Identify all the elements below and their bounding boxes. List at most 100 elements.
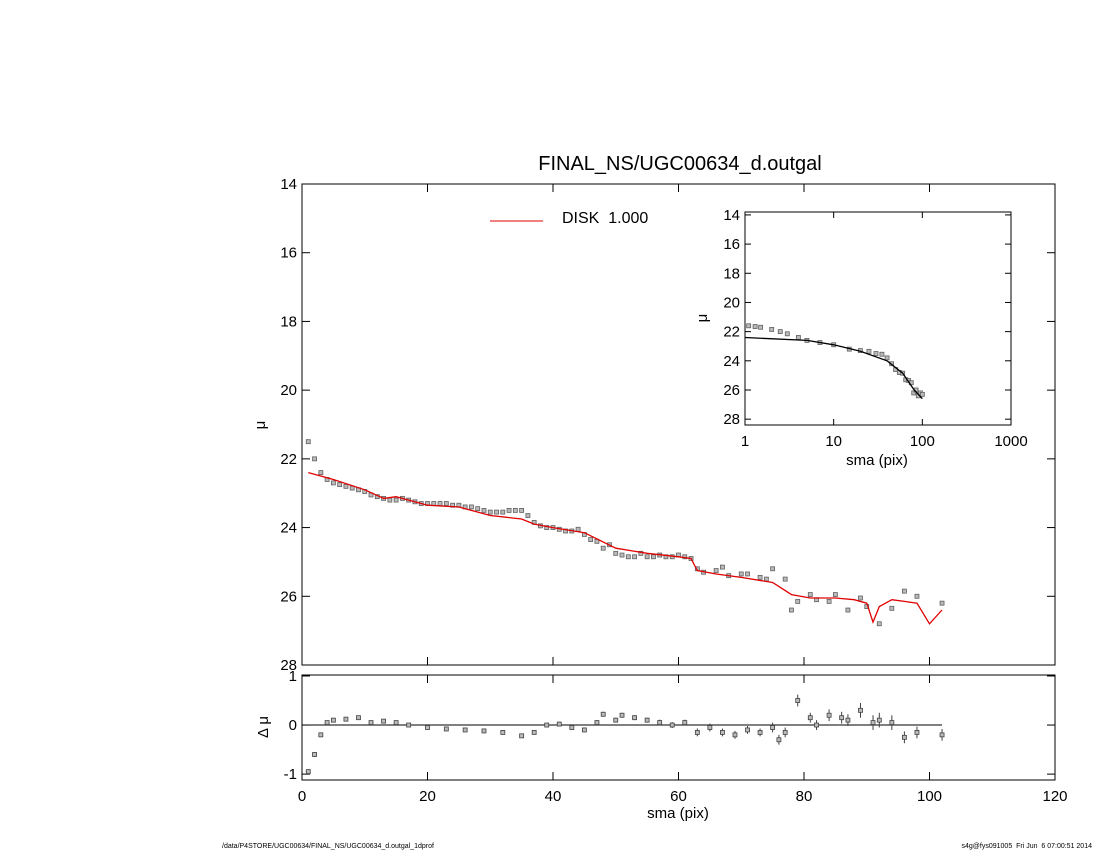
data-point xyxy=(845,607,851,613)
data-point xyxy=(644,554,650,560)
data-point xyxy=(594,720,600,725)
y-tick-label: 24 xyxy=(280,520,297,537)
data-point xyxy=(556,721,562,727)
data-point xyxy=(569,725,575,730)
data-point xyxy=(487,509,493,515)
plot-frame xyxy=(744,211,1012,426)
data-point xyxy=(939,732,945,738)
data-point xyxy=(919,391,925,397)
data-point xyxy=(858,595,863,601)
data-point xyxy=(500,730,506,735)
data-point xyxy=(481,507,487,513)
y-tick-label: 28 xyxy=(723,411,740,428)
data-point xyxy=(613,550,619,556)
data-point xyxy=(782,576,788,582)
data-point xyxy=(839,715,845,721)
model-line xyxy=(744,336,923,400)
data-point xyxy=(752,324,758,329)
y-tick-label: 16 xyxy=(280,245,297,262)
y-axis-label: μ xyxy=(252,421,269,430)
model-line xyxy=(308,471,943,625)
data-point xyxy=(632,715,637,721)
y-tick-label: 18 xyxy=(280,313,297,330)
data-point xyxy=(475,506,481,512)
data-point xyxy=(651,554,656,560)
data-point xyxy=(425,725,430,730)
data-point xyxy=(343,716,349,722)
y-tick-label: 14 xyxy=(723,207,740,224)
data-point xyxy=(469,504,474,510)
data-point xyxy=(393,720,399,725)
data-point xyxy=(694,730,700,735)
data-point xyxy=(494,509,499,515)
y-tick-label: 14 xyxy=(280,176,297,193)
data-point xyxy=(368,720,374,725)
data-point xyxy=(519,507,525,513)
y-tick-label: 22 xyxy=(280,451,297,468)
data-point xyxy=(914,730,920,735)
plot-frame xyxy=(301,674,1056,781)
data-point xyxy=(770,566,776,572)
data-point xyxy=(544,722,550,728)
data-point xyxy=(381,718,386,724)
x-tick-label: 120 xyxy=(1042,788,1067,805)
y-tick-label: -1 xyxy=(284,766,297,783)
data-point xyxy=(318,732,324,738)
data-point xyxy=(330,717,336,723)
x-axis-label: sma (pix) xyxy=(846,452,908,469)
data-point xyxy=(512,507,518,513)
data-point xyxy=(784,331,790,337)
y-tick-label: 24 xyxy=(723,353,740,370)
data-point xyxy=(939,600,945,606)
data-point xyxy=(870,720,876,725)
data-point xyxy=(745,571,750,577)
data-point xyxy=(437,501,443,506)
data-point xyxy=(763,576,769,582)
data-point xyxy=(876,717,882,723)
data-point xyxy=(600,545,606,551)
data-point xyxy=(519,733,525,739)
data-point xyxy=(669,722,675,728)
y-axis-label: Δ μ xyxy=(255,716,272,738)
data-point xyxy=(305,439,311,445)
data-point xyxy=(889,720,895,725)
y-tick-label: 22 xyxy=(723,324,740,341)
data-point xyxy=(657,720,663,725)
data-point xyxy=(720,564,725,570)
footer-stamp: s4g@fys091005 Fri Jun 6 07:00:51 2014 xyxy=(962,843,1093,850)
data-point xyxy=(889,605,895,611)
data-point xyxy=(873,351,879,356)
x-tick-label: 10 xyxy=(825,433,842,450)
data-point xyxy=(575,526,581,532)
y-tick-label: 16 xyxy=(723,236,740,253)
data-point xyxy=(720,730,725,735)
x-tick-label: 1000 xyxy=(994,433,1027,450)
data-point xyxy=(525,513,531,518)
data-point xyxy=(406,722,412,728)
data-point xyxy=(902,588,907,594)
data-point xyxy=(807,592,813,597)
y-tick-label: 20 xyxy=(280,382,297,399)
data-point xyxy=(770,725,776,730)
x-tick-label: 60 xyxy=(670,788,687,805)
data-point xyxy=(758,324,764,330)
data-point xyxy=(393,497,399,503)
data-point xyxy=(858,707,863,713)
data-point xyxy=(588,537,594,542)
data-point xyxy=(795,599,801,604)
data-point xyxy=(776,737,782,743)
data-point xyxy=(745,727,750,733)
data-point xyxy=(305,769,311,775)
y-tick-label: 28 xyxy=(280,657,297,674)
x-tick-label: 20 xyxy=(419,788,436,805)
data-point xyxy=(312,456,317,462)
data-point xyxy=(738,571,744,577)
data-point xyxy=(789,607,794,613)
y-tick-label: 20 xyxy=(723,294,740,311)
data-point xyxy=(814,722,819,728)
data-point xyxy=(330,480,336,486)
data-point xyxy=(324,720,330,725)
data-point xyxy=(531,730,537,735)
y-tick-label: 18 xyxy=(723,265,740,282)
data-point xyxy=(337,482,343,488)
